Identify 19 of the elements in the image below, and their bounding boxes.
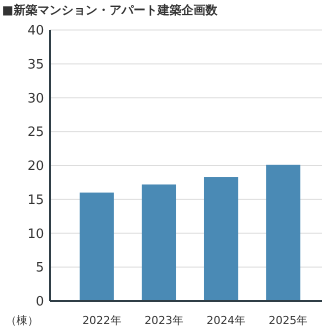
y-tick-label: 20 bbox=[27, 159, 44, 174]
y-tick-label: 10 bbox=[27, 226, 44, 242]
y-tick-label: 25 bbox=[27, 125, 44, 140]
x-tick-label: 2022年 bbox=[82, 314, 122, 327]
x-tick-label: 2023年 bbox=[144, 314, 184, 327]
y-tick-label: 5 bbox=[36, 260, 44, 276]
bar bbox=[80, 192, 114, 301]
y-axis-title: （棟） bbox=[6, 314, 38, 327]
bar bbox=[266, 164, 300, 301]
y-tick-label: 0 bbox=[36, 294, 44, 310]
chart-title: ■新築マンション・アパート建築企画数 bbox=[2, 3, 218, 17]
y-tick-label: 35 bbox=[27, 57, 44, 72]
y-tick-label: 15 bbox=[27, 192, 44, 208]
x-tick-label: 2025年 bbox=[268, 314, 308, 327]
y-tick-label: 40 bbox=[27, 24, 44, 39]
y-tick-label: 30 bbox=[27, 91, 44, 106]
bar bbox=[142, 184, 176, 301]
bar bbox=[204, 177, 238, 301]
x-tick-label: 2024年 bbox=[206, 314, 246, 327]
